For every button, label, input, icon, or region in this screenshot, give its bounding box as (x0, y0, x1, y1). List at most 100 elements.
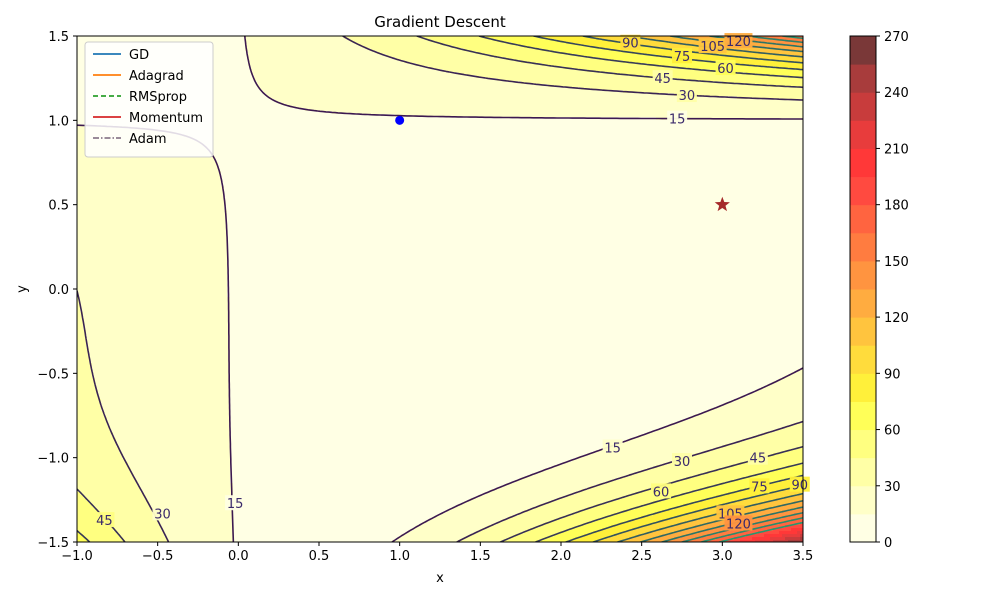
contour-fill-cell (230, 333, 803, 337)
contour-fill-cell (683, 504, 720, 508)
contour-fill-cell (545, 522, 588, 526)
contour-fill-cell (80, 531, 117, 535)
contour-fill-cell (572, 513, 615, 517)
colorbar-frame (849, 35, 877, 543)
contour-fill-cell (578, 510, 624, 514)
contour-label: 30 (679, 89, 696, 104)
legend-label-gd: GD (129, 48, 149, 63)
contour-fill-cell (518, 513, 573, 517)
contour-fill-cell (77, 168, 219, 172)
contour-fill-cell (227, 285, 803, 289)
contour-fill-cell (407, 531, 477, 535)
contour-fill-cell (623, 531, 651, 535)
contour-fill-cell (77, 354, 90, 358)
contour-fill-cell (737, 441, 803, 445)
contour-fill-cell (728, 492, 768, 496)
x-tick-label: 2.5 (631, 549, 652, 564)
contour-fill-cell (647, 63, 741, 67)
contour-fill-cell (773, 528, 792, 532)
contour-fill-cell (77, 375, 93, 379)
y-tick-label: 0.0 (48, 283, 69, 298)
contour-fill-cell (797, 507, 803, 511)
contour-fill-cell (233, 540, 393, 542)
contour-fill-cell (632, 51, 699, 55)
contour-fill-cell (80, 309, 231, 313)
contour-fill-cell (227, 276, 803, 280)
contour-fill-cell (395, 114, 803, 118)
contour-fill-cell (740, 462, 803, 466)
contour-fill-cell (188, 135, 803, 139)
contour-fill-cell (221, 180, 803, 184)
contour-label: 30 (154, 507, 171, 522)
contour-fill-cell (587, 453, 696, 457)
contour-fill-cell (476, 75, 645, 79)
contour-fill-cell (77, 318, 84, 322)
contour-fill-cell (230, 342, 803, 346)
contour-fill-cell (635, 507, 675, 511)
contour-fill-cell (617, 498, 666, 502)
contour-fill-cell (77, 279, 228, 283)
contour-fill-cell (614, 72, 747, 76)
contour-label: 120 (726, 517, 751, 532)
contour-fill-cell (638, 471, 708, 475)
contour-fill-cell (215, 156, 803, 160)
contour-fill-cell (686, 492, 729, 496)
colorbar-band (850, 317, 876, 346)
y-axis-ticks: −1.5 −1.0 −0.5 0.0 0.5 1.0 1.5 (37, 30, 77, 551)
contour-fill-cell (77, 510, 99, 514)
legend-label-adagrad: Adagrad (129, 69, 184, 84)
contour-fill-cell (230, 471, 540, 475)
contour-fill-cell (230, 405, 720, 409)
contour-fill-cell (77, 459, 126, 463)
contour-fill-cell (722, 81, 803, 85)
contour-fill-cell (413, 528, 483, 532)
contour-fill-cell (497, 39, 558, 43)
contour-fill-cell (740, 507, 771, 511)
contour-fill-cell (77, 399, 102, 403)
contour-fill-cell (752, 528, 774, 532)
contour-fill-cell (707, 486, 753, 490)
contour-fill-cell (656, 429, 777, 433)
contour-fill-cell (227, 273, 803, 277)
contour-fill-cell (77, 486, 141, 490)
contour-fill-cell (77, 240, 228, 244)
contour-fill-cell (227, 258, 803, 262)
contour-fill-cell (161, 528, 234, 532)
colorbar-band (850, 485, 876, 515)
contour-fill-cell (89, 351, 231, 355)
contour-fill-cell (782, 534, 801, 538)
contour-fill-cell (632, 528, 660, 532)
contour-fill-cell (77, 519, 108, 523)
contour-fill-cell (224, 207, 803, 211)
contour-fill-cell (101, 513, 156, 517)
contour-fill-cell (227, 237, 803, 241)
contour-fill-cell (221, 177, 803, 181)
contour-fill-cell (230, 417, 690, 421)
contour-fill-cell (230, 297, 803, 301)
contour-fill-cell (755, 522, 780, 526)
contour-fill-cell (650, 45, 705, 49)
contour-fill-cell (458, 504, 540, 508)
contour-fill-cell (605, 447, 717, 451)
contour-fill-cell (638, 435, 756, 439)
contour-fill-cell (575, 492, 636, 496)
contour-fill-cell (77, 498, 87, 502)
contour-fill-cell (77, 207, 225, 211)
contour-fill-cell (77, 192, 225, 196)
contour-fill-cell (767, 471, 803, 475)
contour-fill-cell (77, 321, 84, 325)
chart-title: Gradient Descent (374, 13, 506, 31)
contour-fill-cell (77, 156, 216, 160)
contour-fill-cell (755, 540, 774, 542)
contour-fill-cell (266, 93, 675, 97)
colorbar-band (850, 148, 876, 178)
contour-fill-cell (719, 531, 741, 535)
contour-fill-cell (680, 78, 803, 82)
contour-fill-cell (89, 354, 231, 358)
contour-fill-cell (98, 393, 231, 397)
contour-fill-cell (770, 537, 786, 541)
contour-fill-cell (416, 525, 489, 529)
contour-fill-cell (224, 198, 803, 202)
contour-fill-cell (77, 414, 105, 418)
contour-fill-cell (245, 48, 372, 52)
